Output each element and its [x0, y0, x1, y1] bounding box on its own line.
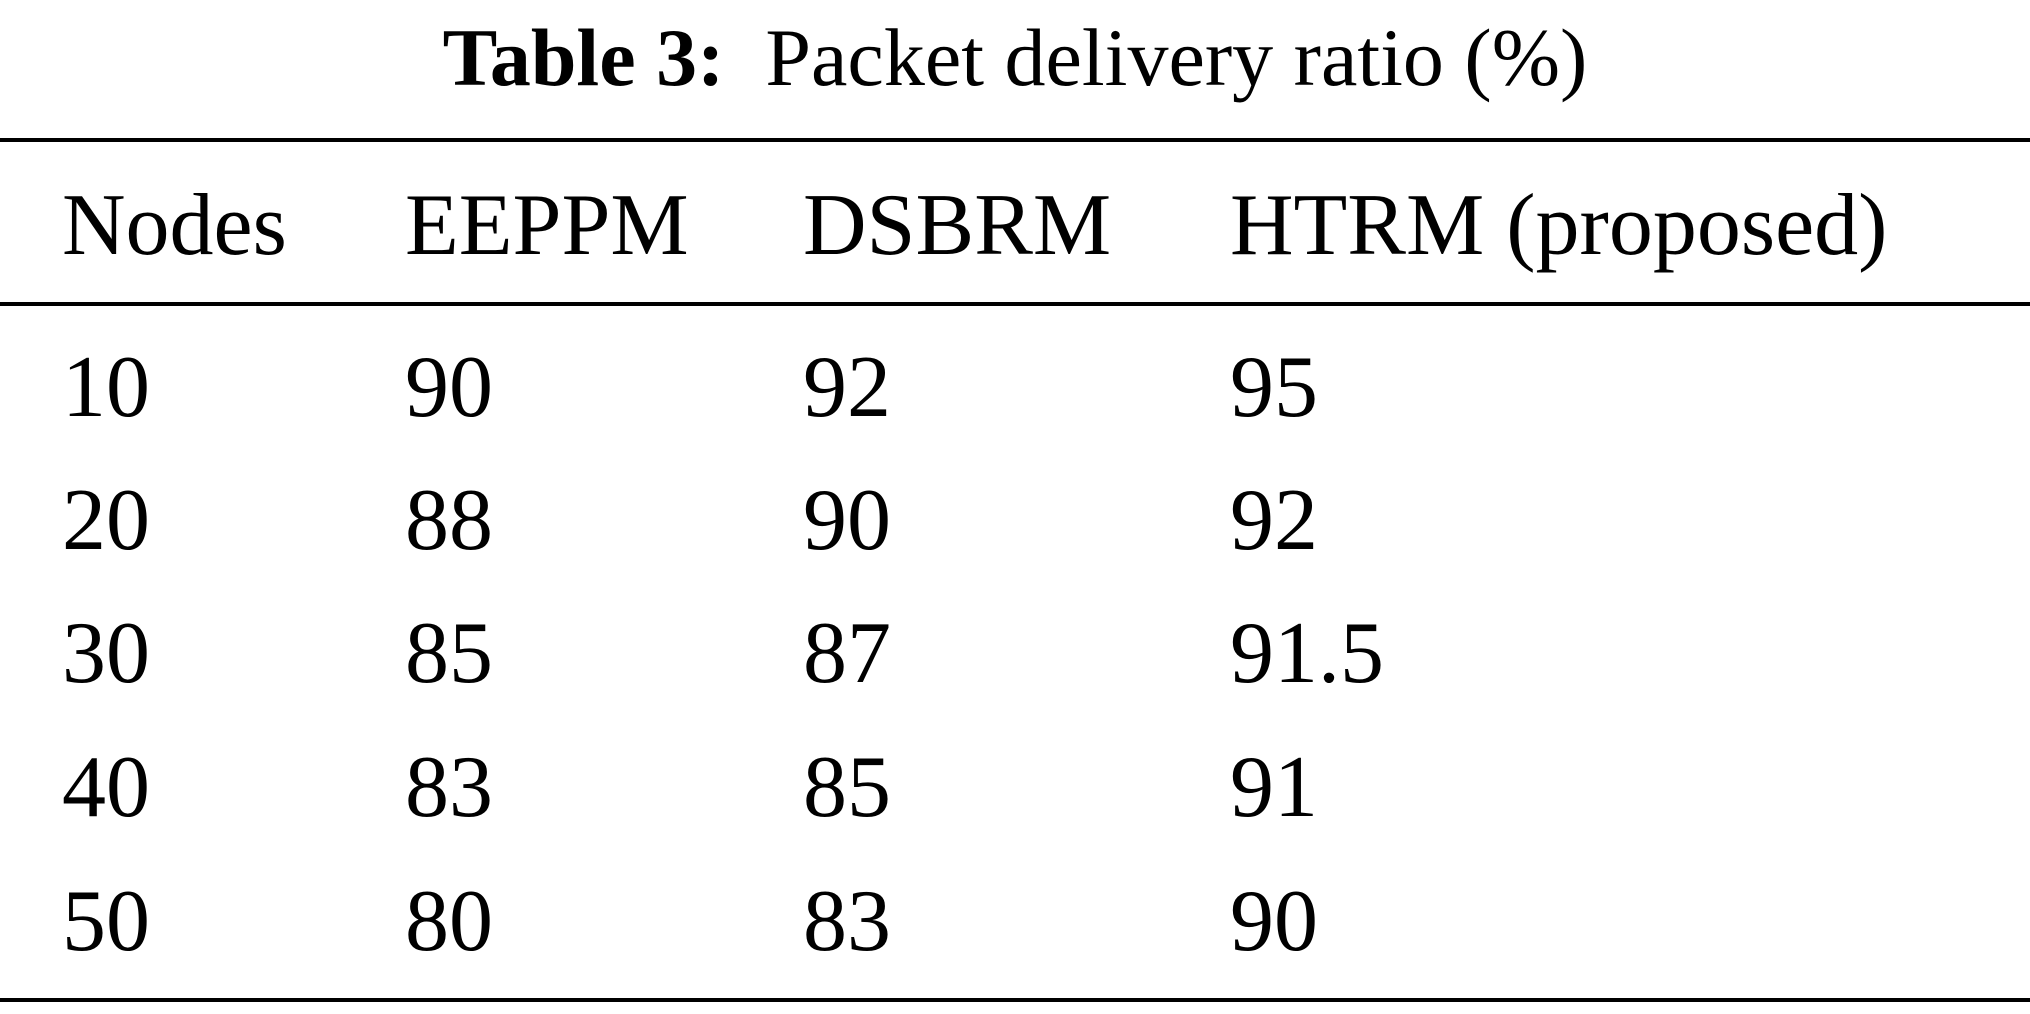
table-cell: 85: [803, 739, 891, 836]
table-cell: 20: [62, 472, 150, 569]
table-row: 10 90 92 95: [0, 338, 2030, 438]
table-title: Table 3: Packet delivery ratio (%): [0, 8, 2030, 108]
header-cell: Nodes: [62, 177, 287, 274]
table-row: 50 80 83 90: [0, 872, 2030, 972]
table-row: 40 83 85 91: [0, 738, 2030, 838]
table-label: Table 3:: [442, 12, 725, 103]
table-caption: Packet delivery ratio (%): [765, 12, 1588, 103]
table-cell: 83: [405, 739, 493, 836]
table-cell: 10: [62, 339, 150, 436]
header-cell: DSBRM: [803, 177, 1112, 274]
table-cell: 90: [1230, 873, 1318, 970]
table-cell: 40: [62, 739, 150, 836]
table-cell: 92: [803, 339, 891, 436]
table-cell: 80: [405, 873, 493, 970]
table-cell: 92: [1230, 472, 1318, 569]
table-cell: 91.5: [1230, 605, 1384, 702]
table-cell: 87: [803, 605, 891, 702]
table-cell: 91: [1230, 739, 1318, 836]
table-row: 20 88 90 92: [0, 471, 2030, 571]
header-rule: [0, 302, 2030, 306]
top-rule: [0, 138, 2030, 142]
header-cell: HTRM (proposed): [1230, 177, 1888, 274]
bottom-rule: [0, 998, 2030, 1002]
table-row: 30 85 87 91.5: [0, 604, 2030, 704]
table-cell: 90: [803, 472, 891, 569]
table-cell: 90: [405, 339, 493, 436]
header-row: Nodes EEPPM DSBRM HTRM (proposed): [0, 176, 2030, 276]
table-cell: 95: [1230, 339, 1318, 436]
table-cell: 88: [405, 472, 493, 569]
table-cell: 50: [62, 873, 150, 970]
table-cell: 85: [405, 605, 493, 702]
table-cell: 83: [803, 873, 891, 970]
header-cell: EEPPM: [405, 177, 689, 274]
table-cell: 30: [62, 605, 150, 702]
